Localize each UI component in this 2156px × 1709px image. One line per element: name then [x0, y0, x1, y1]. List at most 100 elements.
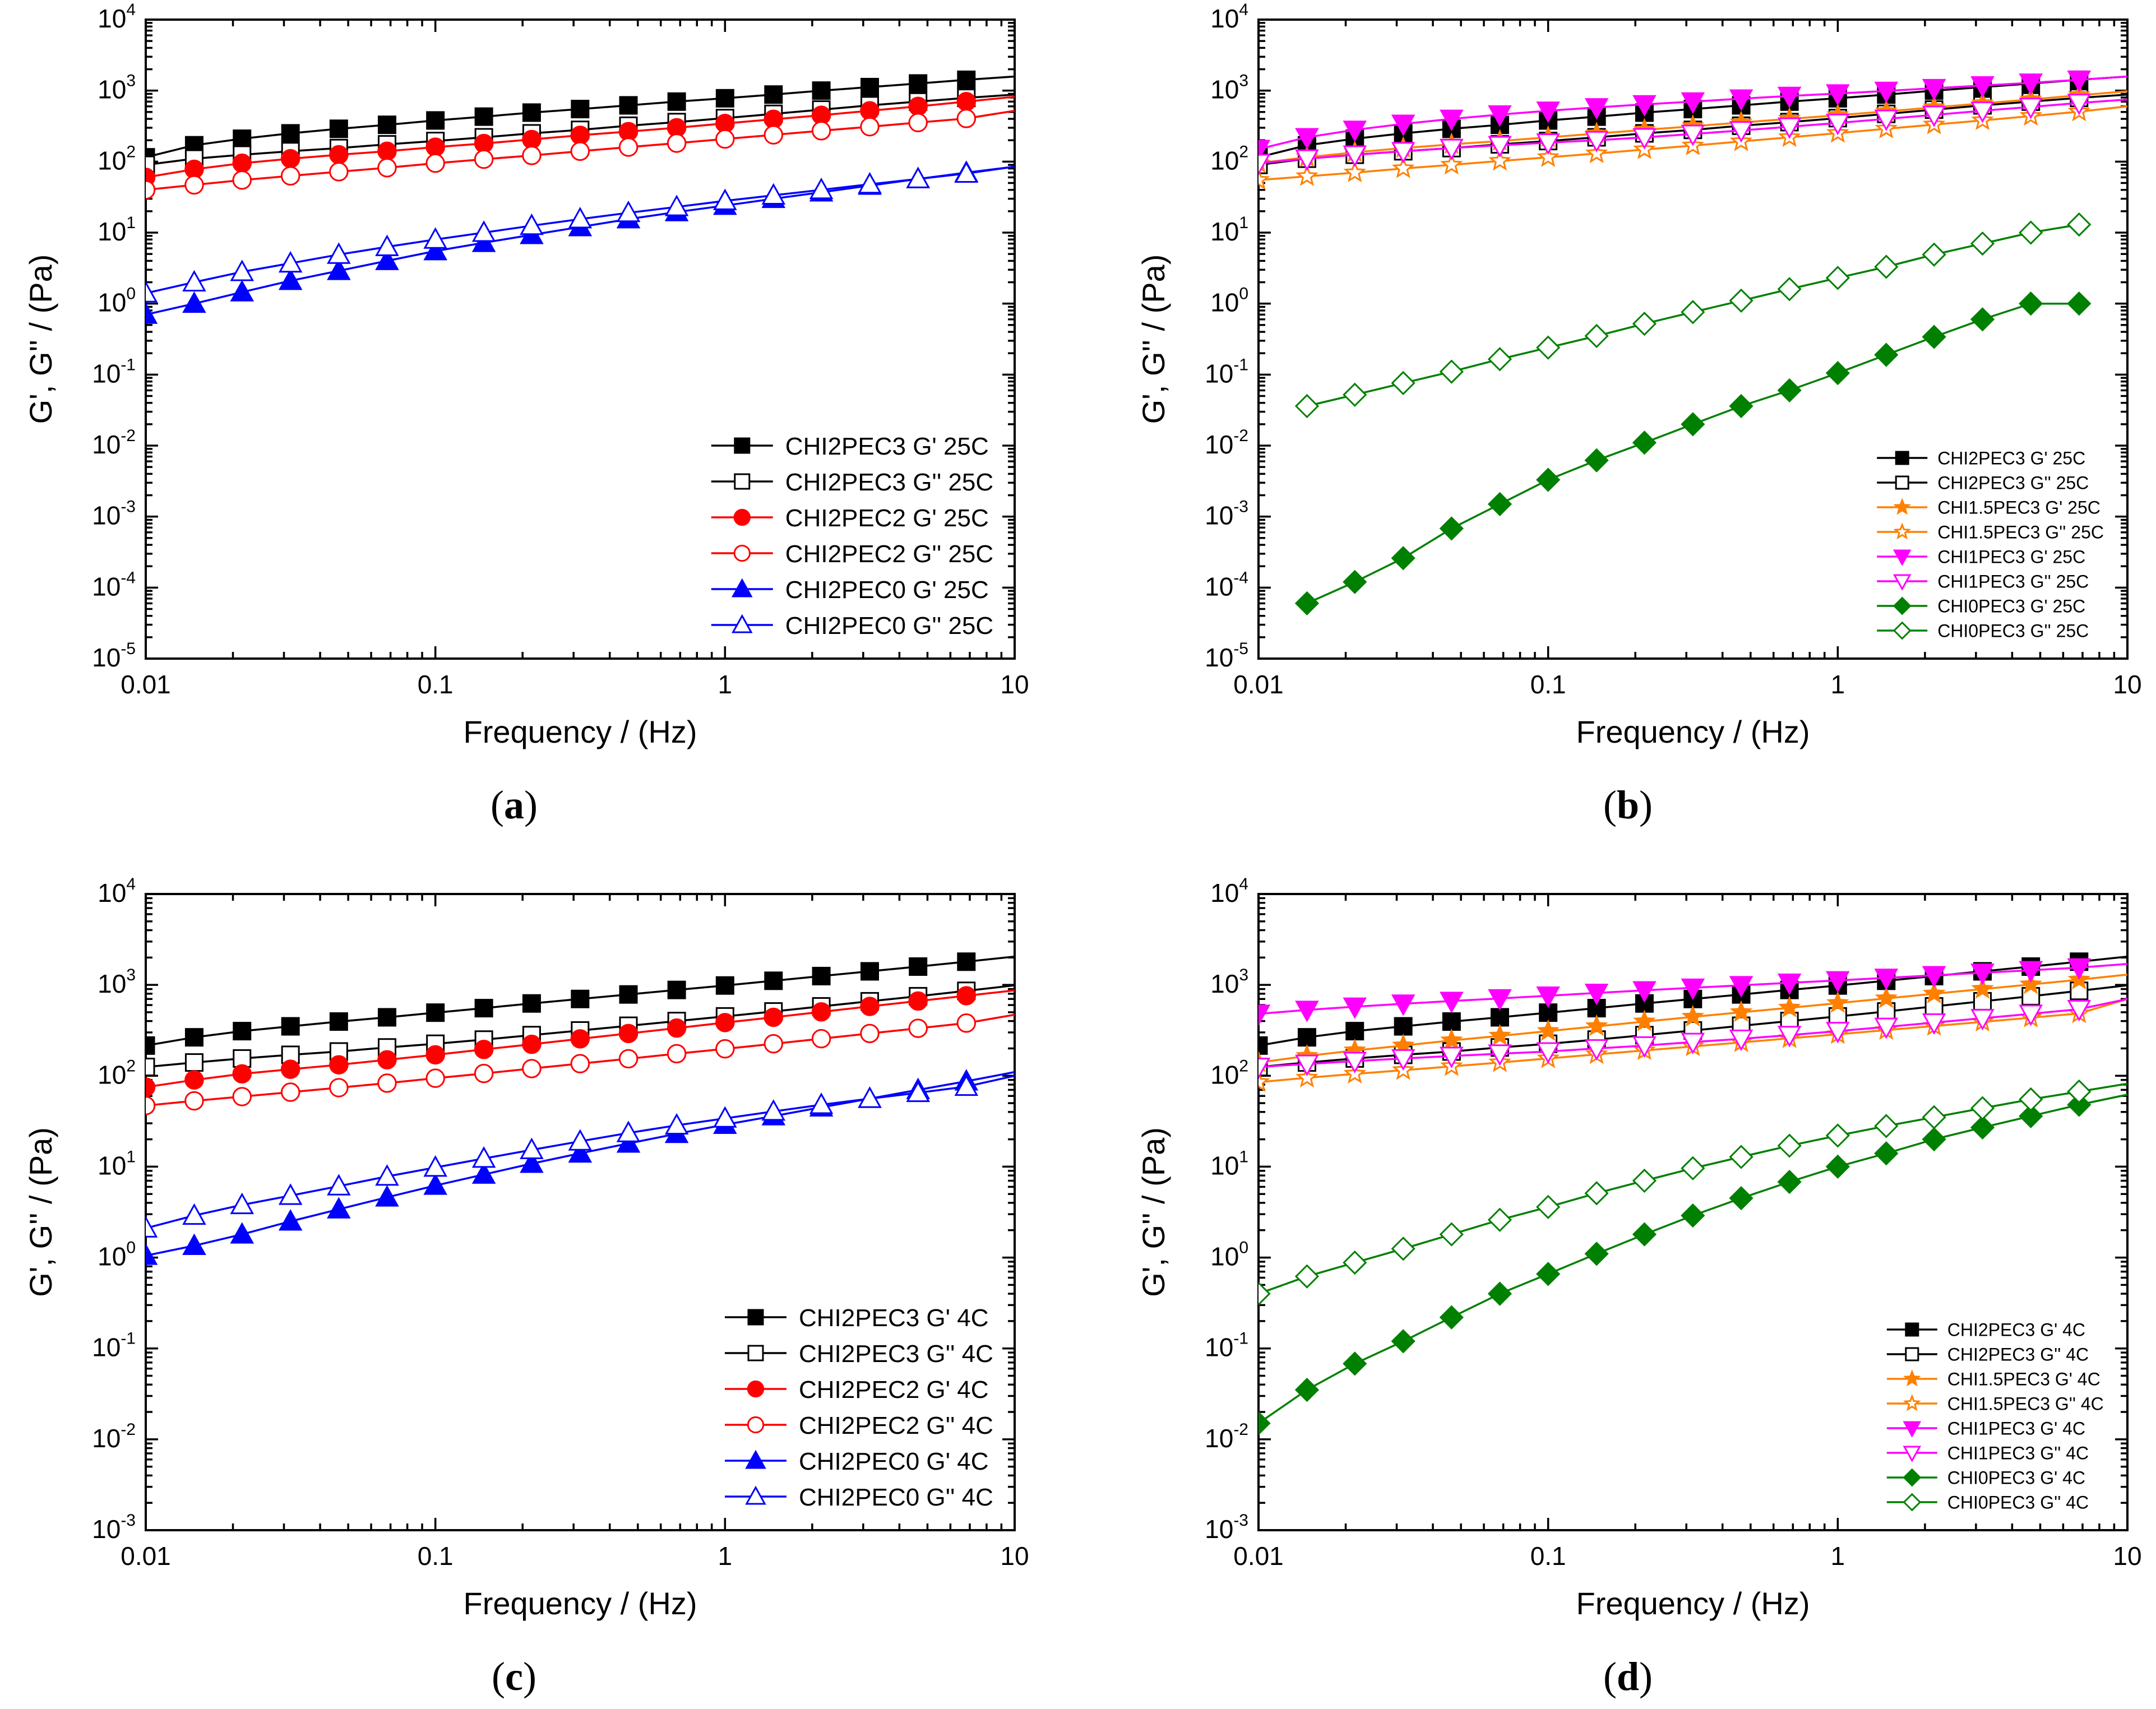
- data-point: [278, 251, 303, 273]
- y-tick-label: 103: [98, 72, 136, 104]
- data-point: [375, 248, 399, 270]
- data-point: [2019, 291, 2043, 316]
- data-point: [1826, 1022, 1850, 1044]
- x-tick-label: 1: [718, 670, 733, 699]
- legend-item: CHI2PEC3 G'' 4C: [1886, 1345, 2089, 1365]
- data-point: [1729, 1000, 1753, 1022]
- data-point: [1874, 342, 1899, 367]
- legend-marker: [1903, 1493, 1922, 1512]
- data-point: [1391, 994, 1415, 1016]
- data-point: [1681, 978, 1705, 1001]
- data-point: [2019, 1004, 2043, 1026]
- data-point: [329, 145, 349, 165]
- legend-label: CHI2PEC2 G'' 4C: [799, 1412, 993, 1439]
- data-point: [1729, 1145, 1754, 1169]
- legend-marker: [1893, 549, 1912, 566]
- legend-marker: [1903, 1394, 1921, 1411]
- data-point: [1875, 986, 1898, 1008]
- data-point: [1825, 1123, 1850, 1148]
- legend-item: CHI2PEC0 G' 4C: [725, 1448, 989, 1475]
- legend-item: CHI2PEC2 G' 4C: [725, 1376, 989, 1404]
- data-point: [1536, 1042, 1560, 1064]
- data-point: [1729, 121, 1754, 143]
- data-point: [1729, 89, 1754, 111]
- data-point: [1259, 1036, 1268, 1055]
- series-group: [1259, 952, 2127, 1435]
- panel-label: (a): [491, 782, 538, 827]
- y-tick-label: 10-1: [1205, 1330, 1248, 1362]
- data-point: [1488, 989, 1512, 1011]
- data-point: [2070, 981, 2089, 1001]
- legend-label: CHI2PEC3 G' 25C: [785, 433, 989, 460]
- legend-marker: [732, 578, 753, 598]
- data-point: [2019, 972, 2042, 994]
- data-point: [2019, 961, 2043, 983]
- data-point: [1825, 266, 1850, 290]
- legend-marker: [1903, 1446, 1922, 1462]
- data-point: [764, 1034, 784, 1054]
- y-tick-label: 104: [98, 875, 136, 907]
- data-point: [280, 149, 300, 169]
- data-point: [1259, 168, 1270, 190]
- x-tick-label: 10: [1000, 1541, 1029, 1571]
- panel-label: (d): [1603, 1654, 1653, 1699]
- data-point: [1584, 98, 1609, 120]
- data-point: [1970, 231, 1995, 256]
- plot-frame: [145, 18, 1016, 660]
- data-point: [146, 1077, 156, 1097]
- data-point: [568, 1129, 593, 1151]
- data-point: [860, 101, 880, 121]
- data-point: [1440, 992, 1464, 1013]
- data-point: [377, 1073, 397, 1093]
- x-tick-label: 0.1: [418, 670, 454, 699]
- data-point: [1439, 359, 1464, 384]
- y-tick-label: 10-5: [92, 640, 136, 672]
- data-point: [230, 1192, 255, 1215]
- data-point: [618, 1023, 639, 1044]
- data-point: [1777, 1133, 1802, 1158]
- data-point: [858, 172, 882, 194]
- legend-item: CHI0PEC3 G'' 25C: [1877, 621, 2089, 641]
- legend-item: CHI2PEC2 G' 25C: [711, 504, 989, 532]
- data-point: [471, 1146, 496, 1168]
- data-point: [278, 268, 303, 290]
- data-point: [1442, 1012, 1461, 1031]
- data-point: [1391, 156, 1415, 178]
- data-point: [184, 175, 204, 195]
- series-markers: [1259, 1092, 2092, 1435]
- legend: CHI2PEC3 G' 4C CHI2PEC3 G'' 4C CHI2PEC2 G'…: [725, 1304, 993, 1511]
- legend-marker: [734, 437, 751, 454]
- data-point: [811, 1029, 831, 1049]
- data-point: [1632, 430, 1657, 455]
- data-point: [146, 302, 158, 324]
- series-line: [146, 165, 1015, 316]
- data-point: [375, 1185, 399, 1207]
- legend-label: CHI1PEC3 G' 4C: [1947, 1419, 2085, 1439]
- data-point: [522, 146, 542, 165]
- data-point: [715, 129, 735, 149]
- data-point: [182, 270, 206, 292]
- legend-marker: [733, 508, 751, 526]
- data-point: [954, 161, 979, 183]
- data-point: [2019, 1104, 2043, 1128]
- data-point: [1777, 973, 1802, 995]
- data-point: [1585, 141, 1608, 164]
- data-point: [1488, 149, 1511, 171]
- x-tick-label: 0.01: [1233, 1541, 1284, 1571]
- data-point: [1487, 1207, 1512, 1232]
- legend-label: CHI0PEC3 G' 25C: [1937, 596, 2085, 617]
- data-point: [1681, 1203, 1705, 1228]
- data-point: [1777, 1026, 1802, 1048]
- legend-label: CHI2PEC0 G' 25C: [785, 576, 989, 604]
- data-point: [1259, 1004, 1271, 1026]
- x-tick-label: 10: [2113, 670, 2141, 699]
- data-point: [1537, 145, 1560, 167]
- y-tick-label: 101: [98, 214, 136, 246]
- y-tick-label: 10-2: [1205, 427, 1248, 459]
- legend-marker: [747, 1380, 765, 1398]
- data-point: [764, 125, 784, 145]
- data-point: [184, 1053, 203, 1072]
- legend-marker: [1903, 1369, 1921, 1387]
- data-point: [1874, 1114, 1899, 1138]
- data-point: [2067, 1000, 2092, 1022]
